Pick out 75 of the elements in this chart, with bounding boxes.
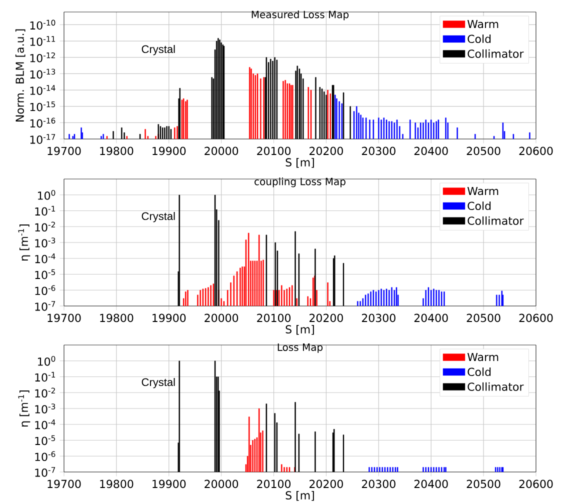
- chart-title: Loss Map: [278, 344, 323, 353]
- y-tick-label: 10$^{-2}$: [35, 222, 55, 232]
- x-tick-label: 19900: [152, 146, 186, 156]
- y-tick-label: 10$^{-3}$: [35, 238, 56, 248]
- x-tick-label: 20600: [519, 480, 553, 488]
- y-tick-label: 10$^{-17}$: [30, 134, 56, 144]
- y-tick-label: 10$^{-5}$: [35, 269, 56, 280]
- x-tick-label: 20300: [362, 146, 396, 156]
- x-tick-label: 20100: [257, 146, 291, 156]
- chart-title: coupling Loss Map: [254, 178, 346, 188]
- x-tick-label: 20100: [257, 480, 291, 488]
- x-tick-label: 20000: [204, 480, 238, 488]
- x-tick-label: 20000: [204, 314, 238, 322]
- y-axis-title: η [m$^{-1}$]: [18, 390, 30, 426]
- y-tick-label: 10$^{-2}$: [35, 388, 55, 398]
- x-tick-label: 20000: [204, 146, 238, 156]
- x-tick-label: 20600: [519, 146, 553, 156]
- x-tick-label: 20200: [310, 146, 343, 156]
- x-tick-label: 19700: [48, 480, 81, 488]
- x-tick-label: 19800: [100, 314, 134, 322]
- x-axis-title: S [m]: [286, 490, 314, 501]
- x-tick-label: 20300: [362, 314, 396, 322]
- y-tick-label: 10$^{-1}$: [35, 372, 55, 382]
- legend-label: Cold: [468, 202, 491, 210]
- x-tick-label: 20200: [310, 480, 343, 488]
- x-tick-label: 20500: [466, 314, 500, 322]
- x-tick-label: 19900: [152, 480, 186, 488]
- x-tick-label: 20400: [414, 480, 448, 488]
- x-axis-title: S [m]: [286, 158, 314, 168]
- legend-label: Cold: [468, 34, 491, 44]
- annotation: Crystal: [142, 378, 175, 388]
- y-tick-label: 10$^{-12}$: [30, 52, 55, 62]
- y-tick-label: 10$^{-7}$: [35, 467, 56, 477]
- y-tick-label: 10$^{-3}$: [35, 404, 56, 414]
- annotation: Crystal: [142, 212, 175, 222]
- y-tick-label: 10$^{-11}$: [30, 36, 55, 46]
- x-tick-label: 19700: [48, 314, 81, 322]
- chart-title: Measured Loss Map: [252, 10, 349, 20]
- y-tick-label: 10$^{-15}$: [30, 101, 56, 112]
- x-tick-label: 20200: [310, 314, 343, 322]
- y-tick-label: 10$^{0}$: [38, 190, 56, 200]
- x-tick-label: 20100: [257, 314, 291, 322]
- y-tick-label: 10$^{0}$: [38, 356, 56, 366]
- x-tick-label: 20500: [466, 480, 500, 488]
- legend-label: Collimator: [468, 382, 524, 391]
- legend-label: Cold: [468, 368, 491, 376]
- y-axis-title: Norm. BLM [a.u.]: [15, 29, 26, 122]
- x-tick-label: 20400: [414, 146, 448, 156]
- y-tick-label: 10$^{-4}$: [35, 419, 56, 430]
- annotation: Crystal: [142, 44, 175, 56]
- y-tick-label: 10$^{-6}$: [35, 285, 56, 296]
- x-tick-label: 20500: [466, 146, 500, 156]
- x-axis-title: S [m]: [286, 324, 314, 335]
- x-tick-label: 20300: [362, 480, 396, 488]
- x-tick-label: 19700: [48, 146, 81, 156]
- legend-label: Warm: [467, 187, 498, 196]
- x-tick-label: 19800: [100, 480, 134, 488]
- y-tick-label: 10$^{-4}$: [35, 254, 56, 264]
- y-tick-label: 10$^{-14}$: [30, 85, 56, 95]
- legend-label: Collimator: [468, 216, 524, 225]
- y-tick-label: 10$^{-13}$: [30, 68, 56, 79]
- y-tick-label: 10$^{-10}$: [30, 20, 56, 30]
- x-tick-label: 20400: [414, 314, 448, 322]
- y-tick-label: 10$^{-16}$: [30, 118, 56, 128]
- y-tick-label: 10$^{-1}$: [35, 206, 55, 216]
- x-tick-label: 19800: [100, 146, 134, 156]
- x-tick-label: 20600: [519, 314, 553, 322]
- x-tick-label: 19900: [152, 314, 186, 322]
- y-tick-label: 10$^{-7}$: [35, 301, 56, 311]
- legend-label: Warm: [467, 353, 498, 362]
- legend-label: Collimator: [468, 49, 524, 58]
- legend-label: Warm: [467, 20, 498, 28]
- y-axis-title: η [m$^{-1}$]: [18, 224, 30, 260]
- y-tick-label: 10$^{-6}$: [35, 451, 56, 462]
- y-tick-label: 10$^{-5}$: [35, 435, 56, 446]
